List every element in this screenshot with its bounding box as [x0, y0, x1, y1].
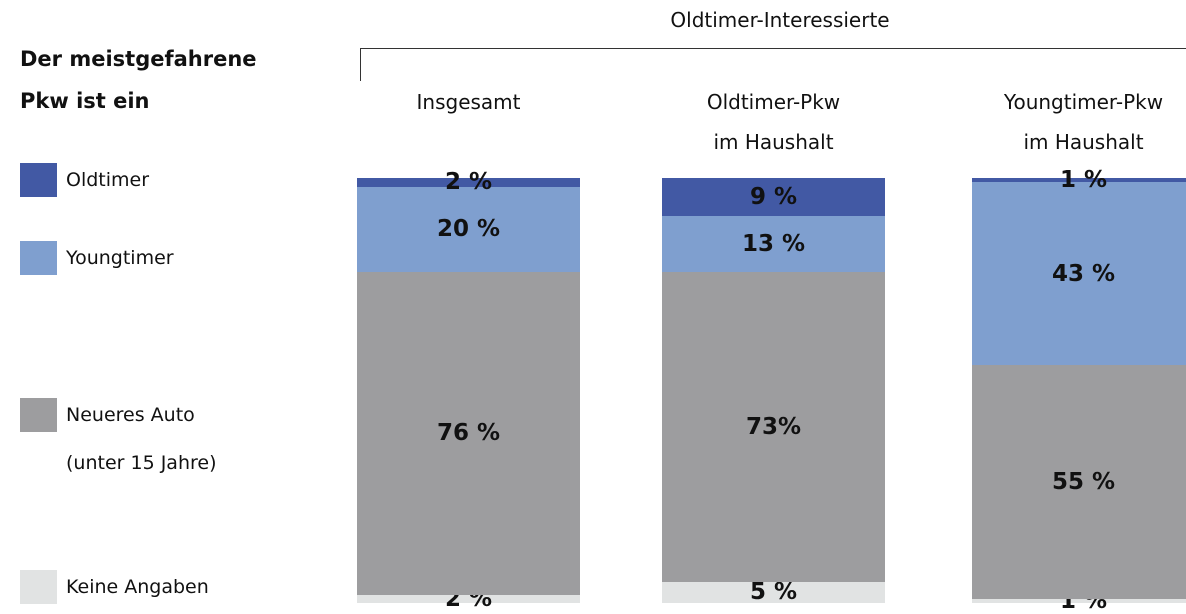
value-label: 5 % — [662, 579, 885, 605]
legend-label: Youngtimer — [66, 234, 174, 282]
value-label: 76 % — [357, 420, 580, 446]
chart-title: Der meistgefahrene Pkw ist ein — [20, 38, 257, 122]
value-label: 43 % — [972, 261, 1186, 287]
group-label: Oldtimer-Interessierte — [560, 8, 1000, 32]
value-label: 9 % — [662, 184, 885, 210]
legend-label: Oldtimer — [66, 156, 149, 204]
category-label: Oldtimer-Pkw im Haushalt — [644, 82, 904, 162]
category-label: Youngtimer-Pkw im Haushalt — [954, 82, 1186, 162]
value-label: 1 % — [972, 167, 1186, 193]
legend-label: Keine Angaben — [66, 563, 209, 611]
legend-swatch — [20, 163, 57, 197]
category-label: Insgesamt — [339, 82, 599, 122]
legend-swatch — [20, 241, 57, 275]
legend-swatch — [20, 570, 57, 604]
value-label: 73% — [662, 414, 885, 440]
legend-label: Neueres Auto (unter 15 Jahre) — [66, 391, 217, 487]
value-label: 55 % — [972, 469, 1186, 495]
value-label: 20 % — [357, 216, 580, 242]
value-label: 2 % — [357, 169, 580, 195]
value-label: 13 % — [662, 231, 885, 257]
bracket — [360, 48, 1186, 81]
legend-swatch — [20, 398, 57, 432]
